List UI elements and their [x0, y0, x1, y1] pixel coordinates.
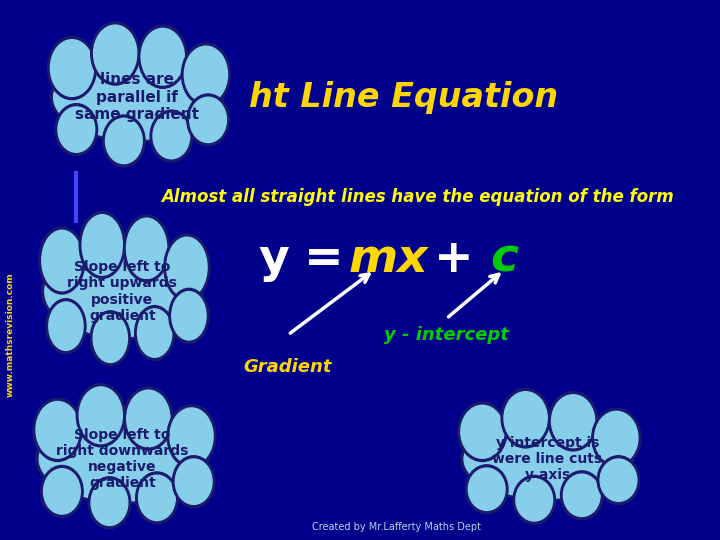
Ellipse shape [42, 230, 82, 291]
Ellipse shape [50, 40, 94, 97]
Ellipse shape [600, 459, 637, 501]
Text: Almost all straight lines have the equation of the form: Almost all straight lines have the equat… [161, 188, 674, 206]
Ellipse shape [190, 97, 226, 143]
Ellipse shape [466, 465, 508, 514]
Ellipse shape [139, 475, 176, 521]
Text: mx: mx [349, 237, 428, 282]
Ellipse shape [464, 420, 631, 498]
Ellipse shape [135, 472, 179, 524]
Ellipse shape [461, 417, 634, 501]
Ellipse shape [40, 417, 206, 501]
Ellipse shape [33, 399, 82, 461]
Ellipse shape [91, 480, 128, 525]
Ellipse shape [153, 113, 189, 159]
Ellipse shape [106, 118, 142, 164]
Text: lines are
parallel if
same gradient: lines are parallel if same gradient [75, 72, 199, 122]
Ellipse shape [124, 387, 173, 450]
Ellipse shape [187, 94, 230, 146]
Ellipse shape [138, 309, 172, 357]
Text: Created by Mr.Lafferty Maths Dept: Created by Mr.Lafferty Maths Dept [312, 522, 480, 531]
Ellipse shape [169, 288, 209, 343]
Ellipse shape [595, 411, 638, 464]
Ellipse shape [598, 456, 640, 504]
Ellipse shape [549, 392, 598, 451]
Ellipse shape [560, 471, 603, 519]
Ellipse shape [58, 107, 95, 152]
Ellipse shape [127, 390, 170, 447]
Ellipse shape [469, 468, 505, 510]
Ellipse shape [79, 212, 125, 279]
Ellipse shape [42, 244, 203, 339]
Ellipse shape [138, 25, 187, 88]
Ellipse shape [504, 392, 547, 444]
Ellipse shape [124, 215, 170, 282]
Ellipse shape [181, 43, 230, 106]
Text: Slope left to
right upwards
positive
gradient: Slope left to right upwards positive gra… [68, 260, 177, 323]
Ellipse shape [79, 387, 122, 444]
Ellipse shape [172, 292, 206, 340]
Ellipse shape [76, 383, 125, 447]
Ellipse shape [36, 402, 79, 458]
Ellipse shape [516, 478, 553, 521]
Ellipse shape [552, 395, 595, 448]
Ellipse shape [563, 474, 600, 516]
Text: +: + [433, 237, 474, 282]
Ellipse shape [91, 22, 140, 85]
Ellipse shape [173, 456, 215, 508]
Ellipse shape [41, 465, 84, 517]
Ellipse shape [39, 227, 85, 294]
Text: ht Line Equation: ht Line Equation [248, 80, 558, 114]
Ellipse shape [167, 405, 216, 468]
Ellipse shape [50, 53, 223, 142]
Ellipse shape [94, 25, 137, 82]
Ellipse shape [45, 247, 200, 336]
Text: y: y [258, 237, 289, 282]
Ellipse shape [127, 218, 167, 279]
Ellipse shape [93, 314, 127, 362]
Ellipse shape [49, 302, 83, 350]
Ellipse shape [55, 104, 97, 156]
Ellipse shape [592, 408, 641, 468]
Ellipse shape [82, 215, 122, 275]
Ellipse shape [48, 37, 96, 99]
Text: Gradient: Gradient [244, 358, 332, 376]
Ellipse shape [150, 110, 193, 162]
Text: c: c [490, 237, 518, 282]
Ellipse shape [176, 459, 212, 504]
Text: y intercept is
were line cuts
y axis: y intercept is were line cuts y axis [492, 436, 602, 482]
Text: www.mathsrevision.com: www.mathsrevision.com [6, 273, 15, 397]
Ellipse shape [36, 415, 209, 503]
Ellipse shape [44, 469, 81, 514]
Ellipse shape [90, 311, 130, 366]
Ellipse shape [501, 388, 550, 448]
Ellipse shape [135, 306, 175, 361]
Ellipse shape [89, 477, 131, 529]
Ellipse shape [458, 402, 507, 462]
Text: Slope left to
right downwards
negative
gradient: Slope left to right downwards negative g… [56, 428, 189, 490]
Ellipse shape [461, 406, 504, 458]
Ellipse shape [184, 46, 228, 103]
Ellipse shape [513, 475, 556, 524]
Ellipse shape [46, 299, 86, 354]
Ellipse shape [170, 408, 213, 464]
Text: =: = [304, 237, 344, 282]
Ellipse shape [167, 237, 207, 298]
Text: y - intercept: y - intercept [384, 326, 509, 344]
Ellipse shape [164, 234, 210, 301]
Ellipse shape [103, 115, 145, 167]
Ellipse shape [54, 55, 220, 139]
Ellipse shape [141, 28, 184, 85]
